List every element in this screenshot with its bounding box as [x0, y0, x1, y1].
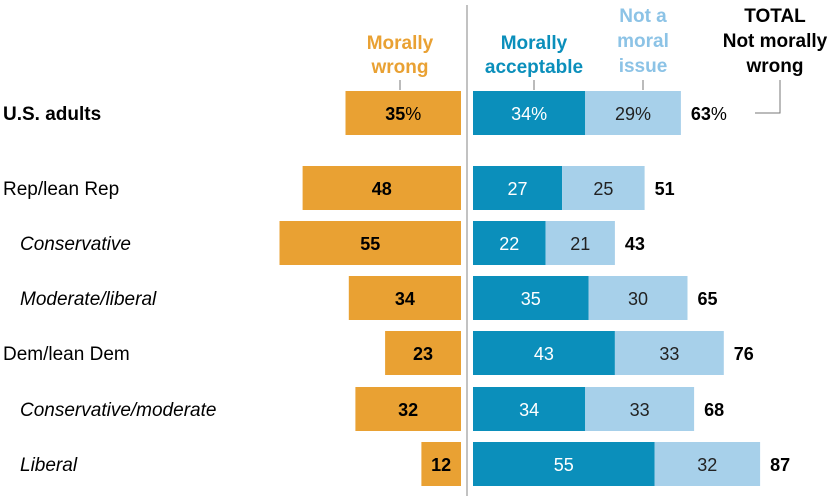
bar-morally-wrong — [345, 91, 461, 135]
label-morally-acceptable: 27 — [508, 179, 528, 199]
header-not-moral-issue: Not a moral issue — [617, 6, 669, 90]
bar-not-moral-issue — [562, 166, 645, 210]
row-label: Dem/lean Dem — [3, 344, 130, 365]
label-total-not-morally-wrong: 65 — [698, 289, 718, 309]
bar-morally-acceptable — [473, 166, 563, 210]
header-morally-wrong: Morally wrong — [367, 33, 434, 90]
bar-rows: U.S. adults 35% 34% 29% 63% Rep/lean Rep 48 27 2… — [3, 91, 790, 486]
header-morally-acceptable: Morally acceptable — [485, 33, 583, 90]
label-morally-wrong: 12 — [431, 455, 451, 475]
header-notmoral-line2: moral — [617, 31, 669, 52]
label-morally-wrong: 32 — [398, 400, 418, 420]
label-total-not-morally-wrong: 68 — [704, 400, 724, 420]
row-label: Rep/lean Rep — [3, 179, 119, 200]
header-total: TOTAL Not morally wrong — [723, 6, 828, 114]
header-wrong-line1: Morally — [367, 33, 434, 54]
label-morally-wrong: 55 — [360, 234, 380, 254]
label-morally-wrong: 34 — [395, 289, 415, 309]
header-total-line2: Not morally — [723, 31, 828, 52]
label-not-moral-issue: 33 — [659, 344, 679, 364]
label-not-moral-issue: 29% — [615, 104, 651, 124]
header-total-line1: TOTAL — [744, 6, 806, 27]
bar-morally-wrong — [348, 276, 461, 320]
bar-not-moral-issue — [585, 387, 695, 431]
bar-morally-wrong — [302, 166, 461, 210]
header-notmoral-line1: Not a — [619, 6, 667, 27]
label-morally-acceptable: 43 — [534, 344, 554, 364]
row-label: Moderate/liberal — [20, 289, 157, 310]
bar-morally-acceptable — [473, 276, 589, 320]
row-label: Conservative — [20, 234, 131, 255]
label-morally-acceptable: 35 — [521, 289, 541, 309]
header-wrong-line2: wrong — [371, 57, 429, 78]
header-acceptable-line1: Morally — [501, 33, 568, 54]
label-total-not-morally-wrong: 51 — [655, 179, 675, 199]
bar-morally-acceptable — [473, 387, 586, 431]
header-total-line3: wrong — [746, 56, 804, 77]
label-not-moral-issue: 32 — [697, 455, 717, 475]
label-not-moral-issue: 25 — [593, 179, 613, 199]
label-morally-acceptable: 22 — [499, 234, 519, 254]
bar-morally-acceptable — [473, 221, 546, 265]
label-not-moral-issue: 21 — [570, 234, 590, 254]
row-label: Liberal — [20, 455, 78, 476]
bar-not-moral-issue — [545, 221, 615, 265]
label-total-not-morally-wrong: 63% — [691, 104, 727, 124]
label-not-moral-issue: 33 — [630, 400, 650, 420]
bar-not-moral-issue — [614, 331, 724, 375]
bar-not-moral-issue — [585, 91, 681, 135]
row-label: U.S. adults — [3, 104, 101, 125]
bar-not-moral-issue — [654, 442, 761, 486]
bar-morally-wrong — [421, 442, 461, 486]
bar-morally-wrong — [355, 387, 461, 431]
bar-morally-acceptable — [473, 91, 586, 135]
label-not-moral-issue: 30 — [628, 289, 648, 309]
label-morally-wrong: 23 — [413, 344, 433, 364]
label-total-not-morally-wrong: 87 — [770, 455, 790, 475]
bar-morally-acceptable — [473, 442, 655, 486]
label-total-not-morally-wrong: 43 — [625, 234, 645, 254]
label-morally-acceptable: 34% — [511, 104, 547, 124]
label-morally-wrong: 48 — [372, 179, 392, 199]
header-acceptable-line2: acceptable — [485, 57, 583, 78]
label-total-not-morally-wrong: 76 — [734, 344, 754, 364]
row-label: Conservative/moderate — [20, 400, 216, 421]
header-notmoral-line3: issue — [619, 56, 668, 77]
label-morally-wrong: 35% — [385, 104, 421, 124]
bar-morally-wrong — [385, 331, 461, 375]
bar-morally-wrong — [279, 221, 461, 265]
label-morally-acceptable: 55 — [554, 455, 574, 475]
bar-morally-acceptable — [473, 331, 615, 375]
bar-not-moral-issue — [588, 276, 688, 320]
label-morally-acceptable: 34 — [519, 400, 539, 420]
header-total-connector — [755, 80, 781, 114]
